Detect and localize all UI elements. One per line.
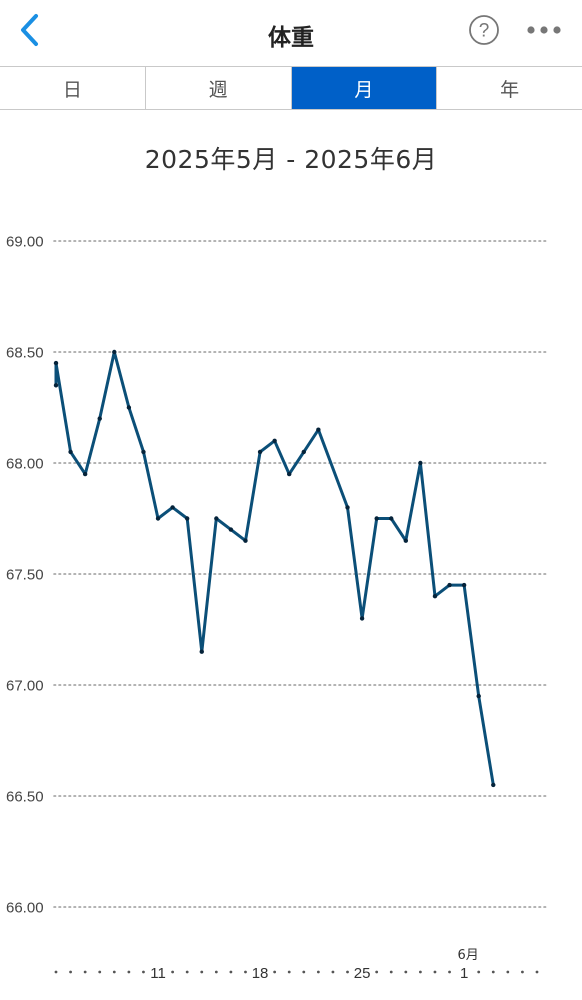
- tab-week[interactable]: 週: [146, 67, 292, 109]
- data-point: [82, 471, 88, 477]
- x-day-dot: [244, 970, 247, 974]
- data-point: [316, 427, 321, 432]
- data-point: [228, 527, 234, 532]
- x-day-dot: [54, 970, 58, 974]
- x-day-dot: [506, 970, 510, 974]
- data-point: [184, 516, 190, 521]
- x-day-dot: [98, 970, 102, 974]
- x-day-dot: [229, 970, 233, 974]
- data-point: [432, 594, 438, 599]
- x-tick-label: 1: [460, 965, 468, 982]
- y-tick-label: 66.50: [6, 789, 44, 806]
- y-tick-label: 68.50: [6, 345, 44, 362]
- data-point: [287, 471, 292, 477]
- x-day-dot: [200, 970, 204, 974]
- x-day-dot: [404, 970, 408, 974]
- y-tick-label: 68.00: [6, 456, 44, 473]
- x-day-dot: [302, 970, 306, 974]
- data-point: [257, 449, 263, 455]
- data-point: [68, 449, 73, 455]
- x-day-dot: [448, 970, 451, 974]
- y-tick-label: 66.00: [6, 900, 44, 917]
- x-month-label: 6月: [457, 948, 478, 963]
- chart-title: 2025年5月 - 2025年6月: [144, 145, 438, 174]
- y-tick-label: 67.00: [6, 678, 44, 695]
- chevron-left-icon: [21, 14, 38, 46]
- data-point: [461, 582, 467, 588]
- x-day-dot: [346, 970, 349, 974]
- y-tick-label: 67.50: [6, 567, 44, 584]
- y-tick-label: 69.00: [6, 234, 44, 251]
- x-day-dot: [521, 970, 524, 974]
- series-line: [54, 350, 495, 787]
- x-day-dot: [171, 970, 175, 974]
- x-day-dot: [535, 970, 539, 974]
- x-day-dot: [83, 970, 87, 974]
- data-point: [155, 516, 161, 521]
- x-day-dot: [331, 970, 335, 974]
- data-point: [301, 449, 306, 455]
- data-point: [476, 693, 481, 699]
- x-day-dot: [375, 970, 379, 974]
- x-day-dot: [112, 970, 116, 974]
- tab-day[interactable]: 日: [0, 67, 146, 109]
- x-day-dot: [433, 970, 437, 974]
- x-day-dot: [127, 970, 131, 974]
- data-point: [199, 649, 204, 654]
- data-point: [403, 538, 409, 543]
- data-point: [53, 383, 59, 388]
- data-point: [243, 538, 248, 543]
- x-day-dot: [69, 970, 72, 974]
- x-day-dot: [273, 970, 277, 974]
- data-point: [126, 405, 132, 410]
- more-horizontal-icon: [527, 26, 561, 34]
- x-day-dot: [185, 970, 189, 974]
- help-button[interactable]: ?: [468, 14, 500, 46]
- x-day-dot: [287, 970, 291, 974]
- x-tick-label: 18: [252, 965, 269, 982]
- x-day-dot: [316, 970, 320, 974]
- data-point: [170, 505, 175, 510]
- data-point: [97, 416, 102, 421]
- data-point: [141, 449, 146, 455]
- question-circle-icon: ?: [469, 15, 499, 45]
- data-point: [418, 460, 423, 466]
- tab-year[interactable]: 年: [500, 78, 520, 101]
- data-point: [53, 360, 59, 366]
- x-day-dot: [418, 970, 422, 974]
- data-point: [359, 616, 365, 621]
- data-point: [491, 782, 496, 788]
- x-day-dot: [214, 970, 218, 974]
- data-point: [214, 516, 219, 521]
- help-glyph: ?: [479, 21, 490, 42]
- data-point: [447, 582, 452, 588]
- x-day-dot: [142, 970, 145, 974]
- x-day-dot: [477, 970, 481, 974]
- data-point: [345, 505, 350, 510]
- x-day-dot: [389, 970, 393, 974]
- period-tabs: 日 週 月 年: [0, 66, 582, 110]
- back-button[interactable]: [10, 10, 50, 50]
- data-point: [389, 516, 394, 521]
- data-point: [112, 349, 117, 355]
- x-tick-label: 11: [150, 965, 166, 982]
- data-point: [272, 438, 277, 443]
- tab-month[interactable]: 月: [291, 67, 438, 109]
- x-day-dot: [491, 970, 495, 974]
- more-button[interactable]: [522, 16, 566, 44]
- data-point: [374, 516, 379, 521]
- x-tick-label: 25: [354, 965, 371, 982]
